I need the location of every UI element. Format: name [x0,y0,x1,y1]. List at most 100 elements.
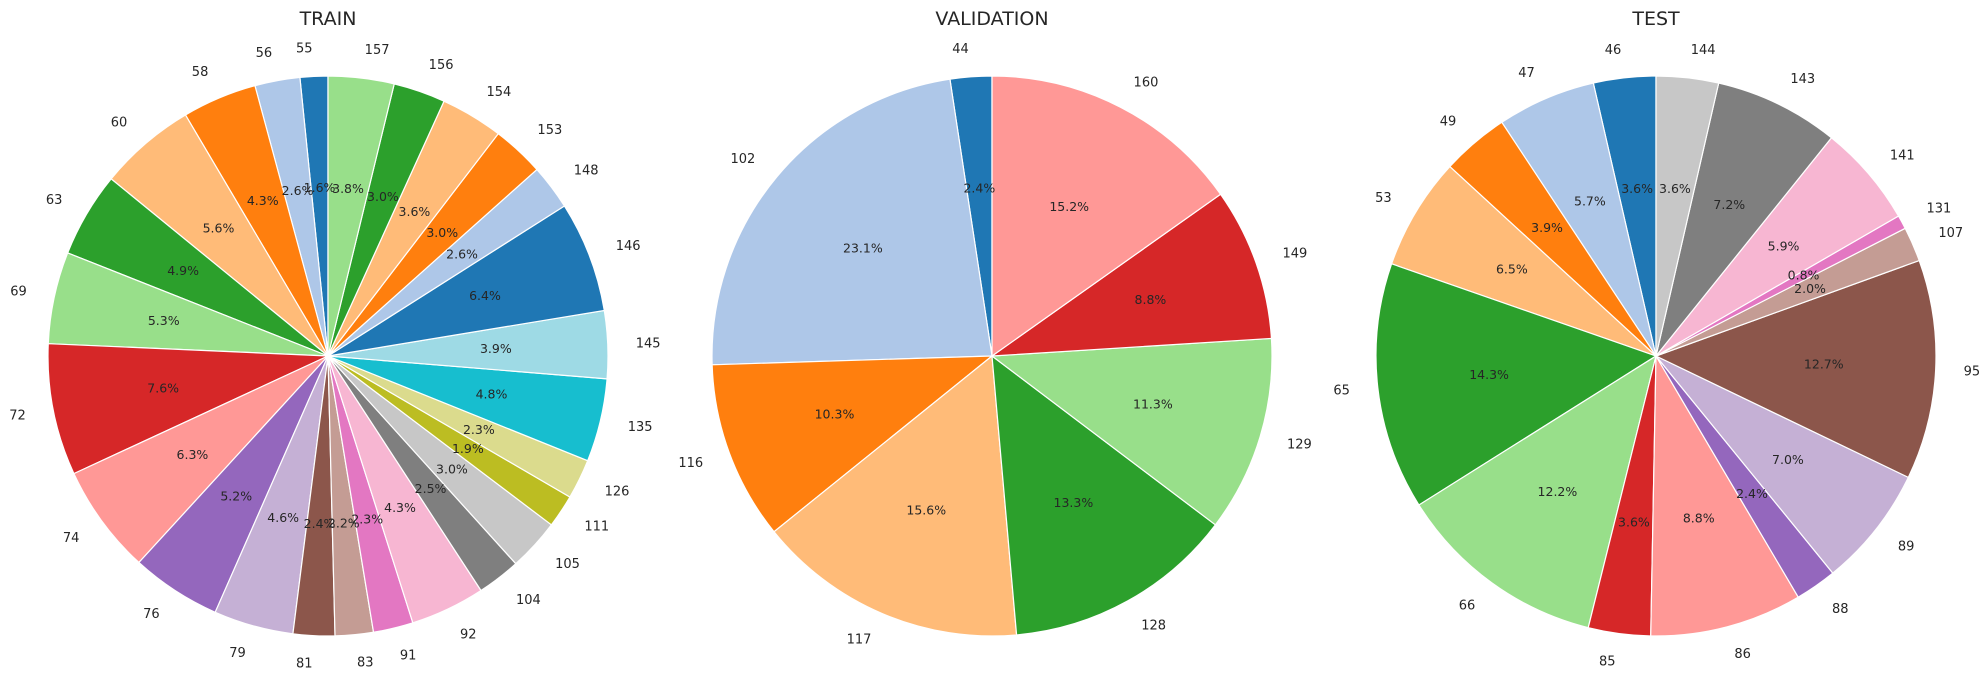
train-percent-label: 4.3% [384,500,416,515]
train-percent-label: 3.0% [436,461,468,476]
test-percent-label: 12.2% [1538,484,1578,499]
test-percent-label: 6.5% [1496,262,1528,277]
test-category-label: 86 [1734,647,1751,662]
test-category-label: 89 [1898,540,1915,555]
train-percent-label: 2.6% [282,183,314,198]
train-percent-label: 2.4% [304,516,336,531]
train-percent-label: 4.3% [247,193,279,208]
train-category-label: 157 [365,43,390,58]
validation-slice-149 [989,193,1273,357]
test-slice-95 [1654,259,1937,479]
train-percent-label: 3.6% [399,204,431,219]
validation-chart-title: VALIDATION [935,8,1048,30]
test-category-label: 144 [1691,43,1716,58]
test-chart-title: TEST [1631,8,1680,30]
train-pie-chart: TRAIN 55 56 58 60 63 69 72 74 76 79 81 83 91 92 104 105… [9,8,660,672]
validation-percent-label: 8.8% [1135,292,1167,307]
test-percent-label: 2.4% [1736,486,1768,501]
test-category-label: 88 [1832,602,1849,617]
test-percent-label: 7.2% [1713,197,1745,212]
test-percent-label: 12.7% [1804,356,1844,371]
test-percent-label: 5.9% [1768,239,1800,254]
validation-slice-160 [991,75,1222,358]
validation-percent-label: 10.3% [815,406,855,421]
validation-slice-117 [773,354,1018,637]
train-percent-label: 2.5% [415,481,447,496]
train-category-label: 79 [229,646,246,661]
test-percent-label: 0.8% [1788,268,1820,283]
validation-percent-label: 15.6% [906,503,946,518]
test-category-label: 65 [1333,384,1350,399]
train-category-label: 60 [111,115,128,130]
train-category-label: 153 [537,123,562,138]
validation-percent-labels: 2.4% 23.1% 10.3% 15.6% 13.3% 11.3% 8.8% 15.2% [815,180,1173,517]
test-category-labels: 46 47 49 53 65 66 85 86 88 89 95 107 131 141 143 144 [1333,43,1980,669]
train-percent-label: 6.4% [469,288,501,303]
test-percent-label: 5.7% [1574,194,1606,209]
test-slice-86 [1650,353,1800,637]
test-slice-66 [1418,354,1657,629]
test-category-label: 95 [1964,364,1981,379]
test-category-label: 143 [1790,72,1815,87]
test-category-label: 53 [1375,191,1392,206]
train-slice-72 [47,343,329,475]
train-percent-label: 1.6% [304,180,336,195]
train-percent-label: 3.0% [367,189,399,204]
validation-slice-116 [711,355,994,533]
train-category-label: 145 [636,336,661,351]
test-slices [1375,75,1937,637]
train-category-label: 146 [616,239,641,254]
train-percent-label: 2.3% [463,422,495,437]
test-slice-65 [1375,263,1658,506]
train-percent-label: 5.3% [148,313,180,328]
train-category-label: 156 [429,58,454,73]
train-category-label: 91 [400,648,417,663]
validation-percent-label: 2.4% [963,180,995,195]
test-percent-label: 3.6% [1621,181,1653,196]
validation-category-label: 117 [847,632,872,647]
test-percent-label: 2.0% [1794,281,1826,296]
test-pie-chart: TEST 46 47 49 53 65 66 85 86 88 89 95 107 131 141 143 1… [1333,8,1980,669]
validation-slice-128 [991,354,1217,636]
train-percent-label: 6.3% [177,447,209,462]
train-category-label: 72 [9,409,26,424]
train-slice-146 [327,205,605,357]
test-percent-label: 3.6% [1659,181,1691,196]
train-percent-label: 4.9% [167,263,199,278]
validation-slice-129 [990,337,1273,526]
train-category-labels: 55 56 58 60 63 69 72 74 76 79 81 83 91 92 104 105 111 126… [9,41,660,671]
validation-category-label: 129 [1287,438,1312,453]
test-category-label: 46 [1605,43,1622,58]
train-percent-label: 2.3% [351,511,383,526]
train-category-label: 76 [143,607,160,622]
validation-percent-label: 15.2% [1049,199,1089,214]
train-percent-labels: 1.6%2.6%4.3%5.6%4.9%5.3%7.6%6.3%5.2%4.6%… [147,180,512,531]
test-percent-label: 3.9% [1531,220,1563,235]
train-category-label: 81 [296,657,313,672]
test-slice-144 [1655,75,1720,357]
validation-slice-102 [711,78,993,366]
train-percent-label: 1.9% [452,441,484,456]
train-category-label: 105 [555,557,580,572]
validation-slices [711,75,1273,637]
test-category-label: 107 [1938,226,1963,241]
test-slice-53 [1390,165,1657,357]
test-percent-label: 8.8% [1683,510,1715,525]
validation-category-label: 160 [1134,75,1159,90]
test-percent-label: 3.6% [1618,515,1650,530]
train-percent-label: 5.6% [203,221,235,236]
train-category-label: 55 [296,41,313,56]
train-percent-label: 3.8% [332,181,364,196]
train-category-label: 74 [63,531,80,546]
validation-category-label: 44 [952,42,969,57]
train-slices [47,75,609,637]
validation-category-label: 116 [678,456,703,471]
train-percent-label: 7.6% [147,381,179,396]
validation-category-label: 128 [1141,618,1166,633]
train-category-label: 126 [605,485,630,500]
train-category-label: 58 [192,65,209,80]
train-percent-label: 2.6% [446,247,478,262]
train-category-label: 135 [628,420,653,435]
